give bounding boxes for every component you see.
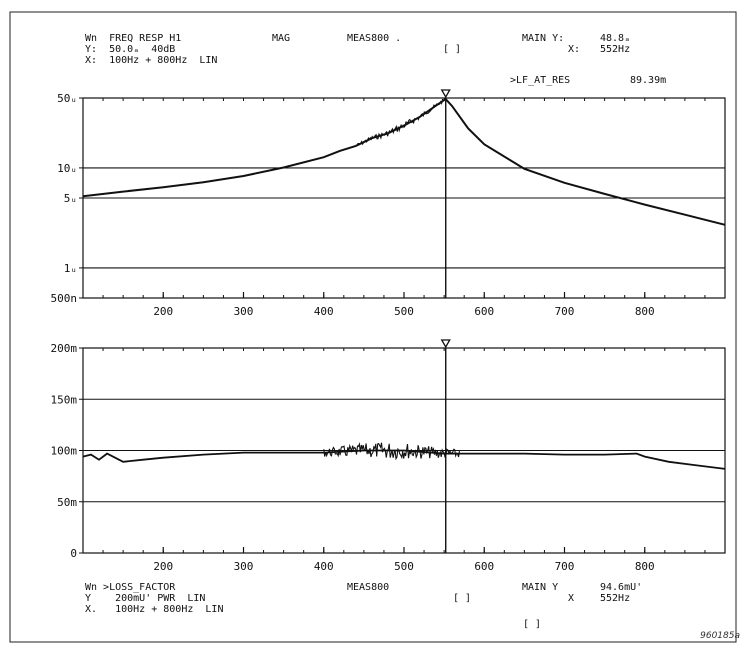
freq-resp-x-tick-label: 700 (555, 305, 575, 318)
freq-resp-series-line (82, 97, 726, 226)
top-header-main: MAIN Y: (522, 33, 565, 44)
loss-factor-y-tick-label: 200m (51, 342, 78, 355)
bottom-header-line4-brackets: [ ] (523, 619, 542, 630)
marker-readout-label: >LF_AT_RES (510, 75, 571, 86)
loss-factor-x-tick-label: 800 (635, 560, 655, 573)
bottom-header-main-value: 94.6mU' (600, 582, 643, 593)
loss-factor-x-tick-label: 400 (314, 560, 334, 573)
top-header-line1-left: Wn FREQ RESP H1 (85, 33, 182, 44)
loss-factor-y-tick-label: 50m (57, 496, 77, 509)
freq-resp-x-tick-label: 500 (394, 305, 414, 318)
freq-resp-x-tick-label: 300 (234, 305, 254, 318)
top-header-line2-left: Y: 50.0ₐ 40dB (85, 44, 176, 55)
loss-factor-x-ticks: 200 300 400 500 600 700 800 (102, 348, 706, 573)
freq-resp-x-tick-label: 600 (474, 305, 494, 318)
bottom-header-brackets: [ ] (453, 593, 472, 604)
bottom-header-meas: MEAS800 (347, 582, 390, 593)
loss-factor-x-tick-label: 500 (394, 560, 414, 573)
freq-resp-plot: 500n 1ᵤ 5ᵤ 10ᵤ 50ᵤ 200 300 400 500 600 700 800 (51, 89, 726, 318)
freq-resp-x-tick-label: 200 (153, 305, 173, 318)
freq-resp-y-tick-label: 10ᵤ (57, 162, 77, 175)
bottom-header-line3-left: X. 100Hz + 800Hz LIN (85, 604, 224, 615)
freq-resp-marker-triangle (440, 89, 451, 99)
loss-factor-y-tick-label: 150m (51, 393, 78, 406)
freq-resp-y-tick-label: 1ᵤ (64, 262, 77, 275)
figure-border (9, 11, 737, 643)
loss-factor-plot: 0 50m 100m 150m 200m 200 300 400 500 600 700 800 (51, 339, 726, 573)
loss-factor-y-tick-label: 0 (70, 547, 77, 560)
bottom-header-main: MAIN Y (522, 582, 559, 593)
loss-factor-x-tick-label: 300 (234, 560, 254, 573)
loss-factor-marker-triangle (440, 339, 451, 349)
top-header-brackets: [ ] (443, 44, 462, 55)
top-header-x-value: 552Hz (600, 44, 631, 55)
bottom-header-line2-left: Y 200mU' PWR LIN (85, 593, 206, 604)
figure-id: 960185a (700, 631, 740, 641)
loss-factor-x-tick-label: 200 (153, 560, 173, 573)
loss-factor-x-tick-label: 600 (474, 560, 494, 573)
freq-resp-x-tick-label: 800 (635, 305, 655, 318)
freq-resp-y-ticks: 500n 1ᵤ 5ᵤ 10ᵤ 50ᵤ (51, 92, 83, 305)
marker-readout-value: 89.39m (630, 75, 667, 86)
freq-resp-y-tick-label: 5ᵤ (64, 192, 77, 205)
loss-factor-y-tick-label: 100m (51, 445, 78, 458)
freq-resp-y-tick-label: 50ᵤ (57, 92, 77, 105)
bottom-header-x-value: 552Hz (600, 593, 631, 604)
top-header-x-label: X: (568, 44, 581, 55)
loss-factor-y-ticks: 0 50m 100m 150m 200m (51, 342, 83, 560)
loss-factor-x-tick-label: 700 (555, 560, 575, 573)
top-header-meas: MEAS800 . (347, 33, 402, 44)
bottom-header-line1-left: Wn >LOSS_FACTOR (85, 582, 176, 593)
top-header-mag: MAG (272, 33, 291, 44)
freq-resp-x-ticks: 200 300 400 500 600 700 800 (102, 98, 706, 318)
loss-factor-series-line (82, 449, 726, 470)
top-header-main-value: 48.8ₐ (600, 33, 631, 44)
freq-resp-gridlines (83, 167, 725, 269)
freq-resp-y-tick-label: 500n (51, 292, 78, 305)
bottom-header-x-label: X (568, 593, 575, 604)
top-header-line3-left: X: 100Hz + 800Hz LIN (85, 55, 218, 66)
freq-resp-x-tick-label: 400 (314, 305, 334, 318)
